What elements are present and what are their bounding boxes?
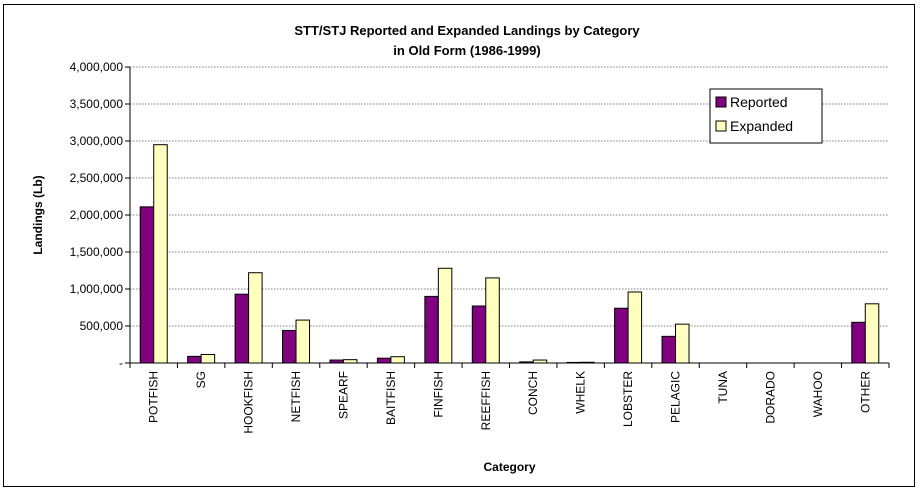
y-tick-label: 2,000,000: [70, 208, 124, 222]
legend: Reported Expanded: [709, 88, 823, 144]
legend-swatch-reported: [715, 96, 727, 108]
bar-expanded-pelagic: [675, 323, 690, 364]
x-tick-label: BAITFISH: [384, 371, 398, 425]
bar-reported-pelagic: [661, 335, 677, 364]
y-axis-title: Landings (Lb): [31, 175, 45, 254]
legend-label-expanded: Expanded: [730, 118, 793, 134]
bar-reported-finfish: [424, 295, 439, 364]
bar-expanded-reeffish: [485, 277, 500, 364]
bar-expanded-hookfish: [248, 272, 263, 364]
bar-expanded-sg: [200, 353, 216, 364]
y-tick-label: 500,000: [80, 319, 124, 333]
bars: [139, 144, 880, 364]
bar-expanded-other: [864, 303, 880, 364]
legend-label-reported: Reported: [730, 94, 788, 110]
y-tick-labels: - 500,000 1,000,000 1,500,000 2,000,000 2,500…: [70, 60, 124, 370]
x-tick-label: FINFISH: [431, 371, 445, 418]
bar-reported-sg: [187, 355, 202, 364]
chart-title: STT/STJ Reported and Expanded Landings b…: [294, 23, 640, 58]
bar-expanded-potfish: [153, 144, 168, 364]
y-tick-label: 3,500,000: [70, 97, 124, 111]
x-tick-label: TUNA: [716, 371, 730, 404]
bar-reported-potfish: [139, 206, 155, 364]
axes: [129, 67, 890, 368]
y-tick-label: 3,000,000: [70, 134, 124, 148]
bar-reported-lobster: [614, 307, 629, 364]
x-tick-label: OTHER: [858, 371, 872, 413]
bar-chart: STT/STJ Reported and Expanded Landings b…: [31, 23, 890, 474]
x-tick-label: NETFISH: [289, 371, 303, 422]
x-tick-label: DORADO: [763, 371, 777, 424]
chart-title-line: STT/STJ Reported and Expanded Landings b…: [294, 23, 640, 38]
chart-frame: STT/STJ Reported and Expanded Landings b…: [3, 4, 915, 487]
x-tick-label: HOOKFISH: [242, 371, 256, 434]
y-tick-label: 4,000,000: [70, 60, 124, 74]
bar-reported-netfish: [282, 329, 297, 364]
bar-reported-hookfish: [234, 293, 250, 364]
x-axis-title: Category: [483, 460, 535, 474]
bar-expanded-baitfish: [390, 356, 405, 364]
x-tick-labels: POTFISH SG HOOKFISH NETFISH SPEARF BAITFISH FI…: [147, 371, 873, 434]
x-tick-label: SPEARF: [336, 371, 350, 419]
bar-reported-other: [851, 321, 866, 364]
x-tick-label: WAHOO: [811, 371, 825, 417]
y-tick-label: 1,000,000: [70, 282, 124, 296]
x-tick-label: PELAGIC: [669, 371, 683, 423]
bar-expanded-netfish: [295, 319, 311, 364]
x-tick-label: SG: [194, 371, 208, 388]
bar-expanded-lobster: [627, 291, 643, 364]
y-tick-label: -: [119, 356, 123, 370]
bar-reported-reeffish: [471, 305, 487, 364]
x-tick-label: CONCH: [526, 371, 540, 415]
bar-reported-baitfish: [376, 357, 392, 364]
chart-title-line: in Old Form (1986-1999): [393, 43, 540, 58]
y-tick-label: 1,500,000: [70, 245, 124, 259]
bar-expanded-finfish: [437, 267, 453, 364]
legend-box: [709, 88, 823, 144]
y-tick-label: 2,500,000: [70, 171, 124, 185]
x-tick-label: WHELK: [574, 371, 588, 414]
x-tick-label: POTFISH: [147, 371, 161, 423]
legend-swatch-expanded: [715, 120, 727, 132]
x-tick-label: LOBSTER: [621, 371, 635, 427]
x-tick-label: REEFFISH: [479, 371, 493, 430]
